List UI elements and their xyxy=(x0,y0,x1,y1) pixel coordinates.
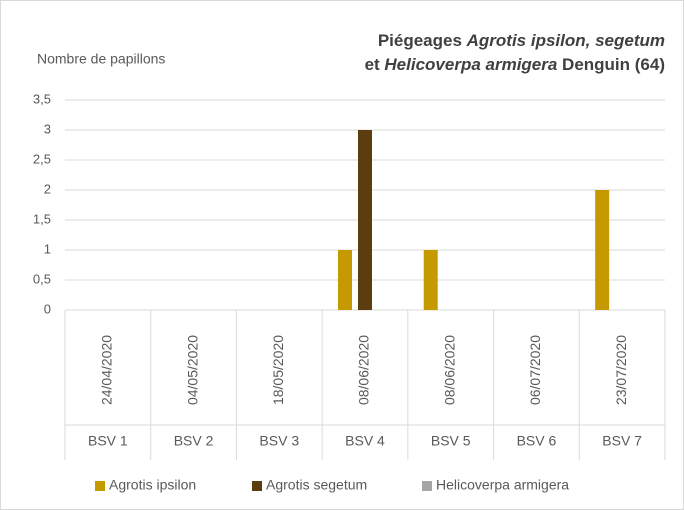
y-tick-label: 2,5 xyxy=(33,151,51,166)
title-part: et xyxy=(365,55,385,74)
legend-label: Helicoverpa armigera xyxy=(436,477,569,493)
x-tick-label: 24/04/2020 xyxy=(99,335,115,405)
y-tick-label: 2 xyxy=(44,181,51,196)
x-category-label: BSV 1 xyxy=(88,433,128,449)
legend-swatch xyxy=(95,481,105,491)
bar xyxy=(595,190,610,310)
x-category-label: BSV 5 xyxy=(431,433,471,449)
x-tick-label: 08/06/2020 xyxy=(441,335,457,405)
bar xyxy=(338,250,352,310)
x-tick-label: 04/05/2020 xyxy=(184,335,200,405)
chart-title: et Helicoverpa armigera Denguin (64) xyxy=(365,55,665,74)
legend-swatch xyxy=(252,481,262,491)
x-category-label: BSV 3 xyxy=(259,433,299,449)
x-category-label: BSV 6 xyxy=(517,433,557,449)
bar xyxy=(358,130,372,310)
y-tick-label: 0 xyxy=(44,301,51,316)
x-category-label: BSV 7 xyxy=(602,433,642,449)
legend-label: Agrotis ipsilon xyxy=(109,477,196,493)
legend-swatch xyxy=(422,481,432,491)
y-tick-label: 3,5 xyxy=(33,91,51,106)
x-tick-label: 18/05/2020 xyxy=(270,335,286,405)
title-part: Piégeages xyxy=(378,31,467,50)
y-tick-label: 1,5 xyxy=(33,211,51,226)
x-tick-label: 23/07/2020 xyxy=(613,335,629,405)
x-tick-label: 06/07/2020 xyxy=(527,335,543,405)
title-part: Agrotis ipsilon, segetum xyxy=(466,31,665,50)
x-tick-label: 08/06/2020 xyxy=(356,335,372,405)
x-category-label: BSV 2 xyxy=(174,433,214,449)
y-tick-label: 1 xyxy=(44,241,51,256)
x-category-label: BSV 4 xyxy=(345,433,385,449)
legend-label: Agrotis segetum xyxy=(266,477,367,493)
y-tick-label: 3 xyxy=(44,121,51,136)
title-part: Helicoverpa armigera xyxy=(384,55,557,74)
y-tick-label: 0,5 xyxy=(33,271,51,286)
bar xyxy=(423,250,438,310)
title-part: Denguin (64) xyxy=(557,55,665,74)
y-axis-label: Nombre de papillons xyxy=(37,51,165,67)
chart-title: Piégeages Agrotis ipsilon, segetum xyxy=(378,31,665,50)
